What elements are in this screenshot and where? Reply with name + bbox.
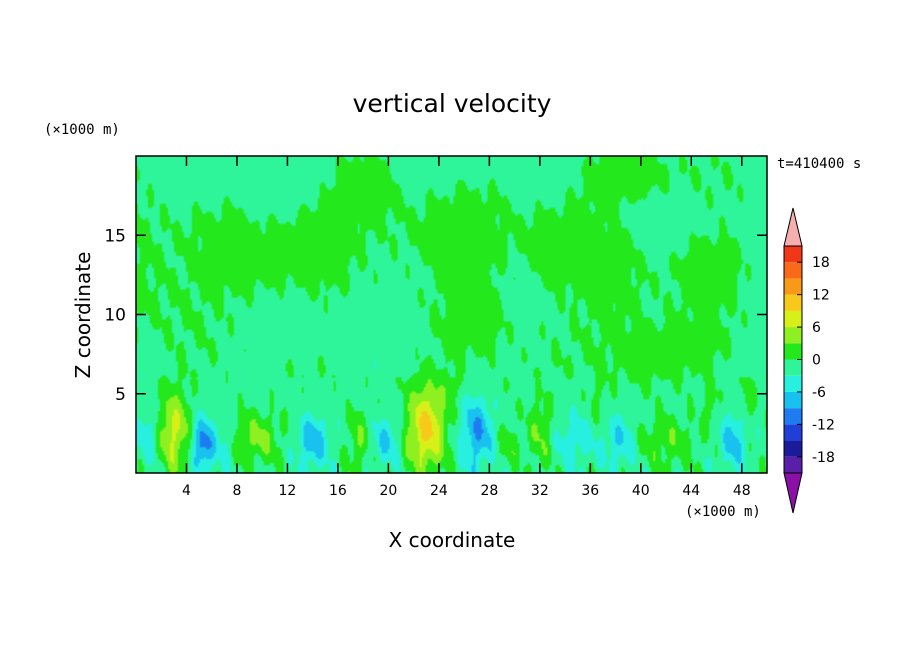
x-tick-label: 44 <box>682 483 700 499</box>
x-tick-label: 12 <box>279 483 297 499</box>
colorbar-over-arrow <box>783 207 803 247</box>
contour-field <box>136 156 767 473</box>
chart-title: vertical velocity <box>353 89 552 118</box>
x-tick-label: 4 <box>182 483 191 499</box>
colorbar-swatch <box>784 343 802 360</box>
x-tick-label: 28 <box>480 483 498 499</box>
y-tick-label: 10 <box>104 306 126 326</box>
colorbar-swatch <box>784 456 802 473</box>
x-tick-label: 8 <box>232 483 241 499</box>
x-tick-label: 48 <box>733 483 751 499</box>
x-tick-label: 40 <box>632 483 650 499</box>
colorbar-swatch <box>784 440 802 457</box>
x-axis-label: X coordinate <box>389 528 516 552</box>
colorbar-swatch <box>784 391 802 409</box>
colorbar-swatch <box>784 294 802 311</box>
colorbar-swatch <box>784 327 802 344</box>
x-axis-ticks: 4 8 12 16 20 24 28 32 36 40 44 48 <box>182 156 751 499</box>
colorbar: 18 12 6 0 -6 -12 -18 <box>783 207 835 514</box>
colorbar-swatch <box>784 278 802 295</box>
colorbar-tick-label: -12 <box>812 417 835 433</box>
x-tick-label: 24 <box>430 483 448 499</box>
y-axis-label: Z coordinate <box>71 252 95 379</box>
y-tick-label: 5 <box>115 385 126 405</box>
x-tick-label: 16 <box>329 483 347 499</box>
colorbar-tick-label: 12 <box>812 288 830 304</box>
colorbar-swatch <box>784 359 802 376</box>
colorbar-swatch <box>784 375 802 392</box>
y-tick-label: 15 <box>104 226 126 246</box>
x-tick-label: 36 <box>581 483 599 499</box>
x-unit-label: (×1000 m) <box>685 504 761 520</box>
colorbar-tick-label: 18 <box>812 255 830 271</box>
colorbar-swatch <box>784 262 802 279</box>
colorbar-swatch <box>784 408 802 425</box>
colorbar-swatch <box>784 246 802 263</box>
colorbar-tick-label: 6 <box>812 320 821 336</box>
colorbar-tick-label: -18 <box>812 450 835 466</box>
x-tick-label: 32 <box>531 483 549 499</box>
y-axis-ticks: 5 10 15 <box>104 226 767 405</box>
time-label: t=410400 s <box>777 156 861 172</box>
colorbar-swatch <box>784 424 802 441</box>
velocity-field-image <box>136 156 767 473</box>
colorbar-under-arrow <box>783 472 803 514</box>
colorbar-tick-label: -6 <box>812 385 826 401</box>
y-unit-label: (×1000 m) <box>44 122 120 138</box>
colorbar-swatch <box>784 310 802 328</box>
colorbar-tick-label: 0 <box>812 353 821 369</box>
x-tick-label: 20 <box>379 483 397 499</box>
